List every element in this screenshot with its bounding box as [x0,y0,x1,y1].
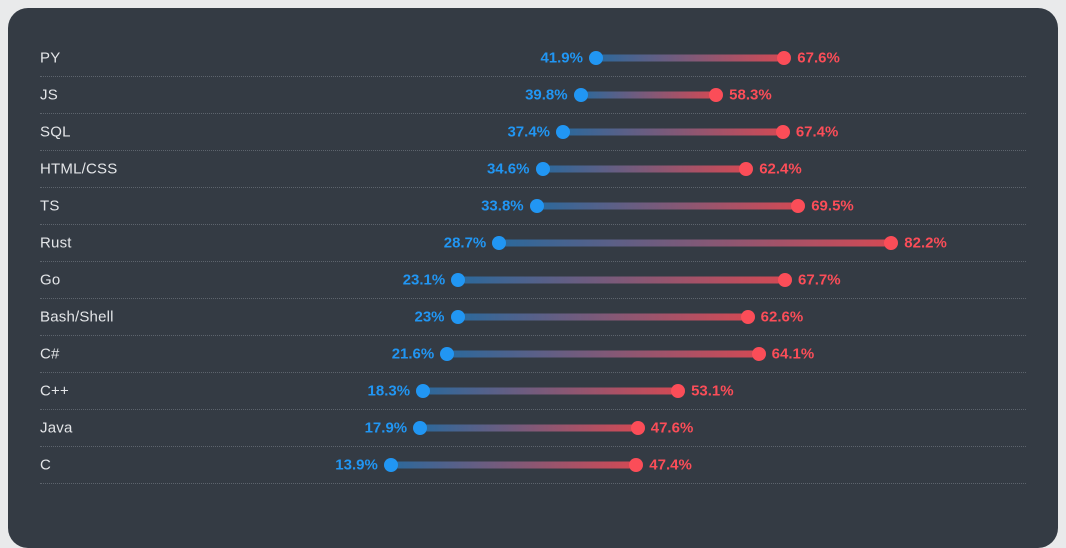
end-dot [777,51,792,65]
dumbbell-row: Rust 28.7% 82.2% [40,225,1026,262]
end-dot [629,458,644,472]
connector-line [423,387,679,395]
end-dot [630,421,645,435]
end-dot [791,199,806,213]
end-dot [671,384,686,398]
start-value-label: 18.3% [367,382,411,400]
dumbbell-row: C++ 18.3% 53.1% [40,373,1026,410]
dumbbell-row: JS 39.8% 58.3% [40,77,1026,114]
start-value-label: 33.8% [481,197,524,215]
dumbbell-row: TS 33.8% 69.5% [40,188,1026,225]
language-label: PY [40,49,61,67]
language-label: Java [40,419,73,437]
start-dot [383,458,398,472]
start-dot [535,162,550,176]
end-value-label: 67.4% [795,123,839,141]
dumbbell-chart: PY 41.9% 67.6% JS 39.8% 58.3% SQL 37.4% 67.4% HTM… [8,40,1058,484]
end-dot [778,273,793,287]
start-value-label: 39.8% [525,86,568,104]
start-dot [440,347,455,361]
end-value-label: 53.1% [691,382,734,400]
start-dot [556,125,571,139]
end-dot [884,236,899,250]
end-value-label: 62.4% [759,160,802,178]
start-dot [450,310,465,324]
connector-line [390,461,637,469]
start-value-label: 41.9% [540,49,583,67]
end-value-label: 69.5% [811,197,854,215]
start-value-label: 13.9% [335,456,378,474]
end-dot [775,125,790,139]
start-dot [416,384,431,398]
language-label: C [40,456,52,474]
end-dot [751,347,766,361]
start-dot [413,421,428,435]
dumbbell-row: Go 23.1% 67.7% [40,262,1026,299]
language-label: SQL [40,123,71,141]
start-value-label: 23% [414,308,445,326]
dumbbell-row: SQL 37.4% 67.4% [40,114,1026,151]
start-value-label: 23.1% [402,271,446,289]
end-dot [709,88,724,102]
dumbbell-row: C# 21.6% 64.1% [40,336,1026,373]
start-value-label: 37.4% [507,123,551,141]
end-value-label: 62.6% [760,308,804,326]
start-dot [589,51,603,65]
start-dot [573,88,588,102]
connector-line [420,424,638,432]
end-value-label: 67.7% [798,271,841,289]
language-label: Go [40,271,61,289]
start-dot [451,273,466,287]
end-dot [739,162,754,176]
end-value-label: 58.3% [729,86,772,104]
dumbbell-row: PY 41.9% 67.6% [40,40,1026,77]
end-value-label: 47.4% [649,456,692,474]
dumbbell-row: Java 17.9% 47.6% [40,410,1026,447]
connector-line [542,165,747,173]
end-value-label: 47.6% [650,419,694,437]
dumbbell-row: Bash/Shell 23% 62.6% [40,299,1026,336]
dumbbell-row: C 13.9% 47.4% [40,447,1026,484]
dumbbell-row: HTML/CSS 34.6% 62.4% [40,151,1026,188]
start-dot [492,236,507,250]
language-label: Rust [40,234,72,252]
end-dot [740,310,755,324]
language-label: HTML/CSS [40,160,118,178]
start-value-label: 17.9% [364,419,408,437]
start-dot [529,199,544,213]
language-label: TS [40,197,60,215]
start-value-label: 21.6% [391,345,435,363]
end-value-label: 82.2% [904,234,947,252]
start-value-label: 34.6% [486,160,530,178]
end-value-label: 64.1% [771,345,815,363]
connector-line [596,54,785,62]
connector-line [499,239,892,247]
connector-line [536,202,799,210]
language-label: C++ [40,382,69,400]
connector-line [447,350,759,358]
language-label: JS [40,86,58,104]
connector-line [458,276,786,284]
chart-card: PY 41.9% 67.6% JS 39.8% 58.3% SQL 37.4% 67.4% HTM… [8,8,1058,548]
connector-line [457,313,748,321]
connector-line [580,91,717,99]
start-value-label: 28.7% [443,234,487,252]
language-label: C# [40,345,60,363]
connector-line [563,128,783,136]
language-label: Bash/Shell [40,308,114,326]
end-value-label: 67.6% [797,49,840,67]
